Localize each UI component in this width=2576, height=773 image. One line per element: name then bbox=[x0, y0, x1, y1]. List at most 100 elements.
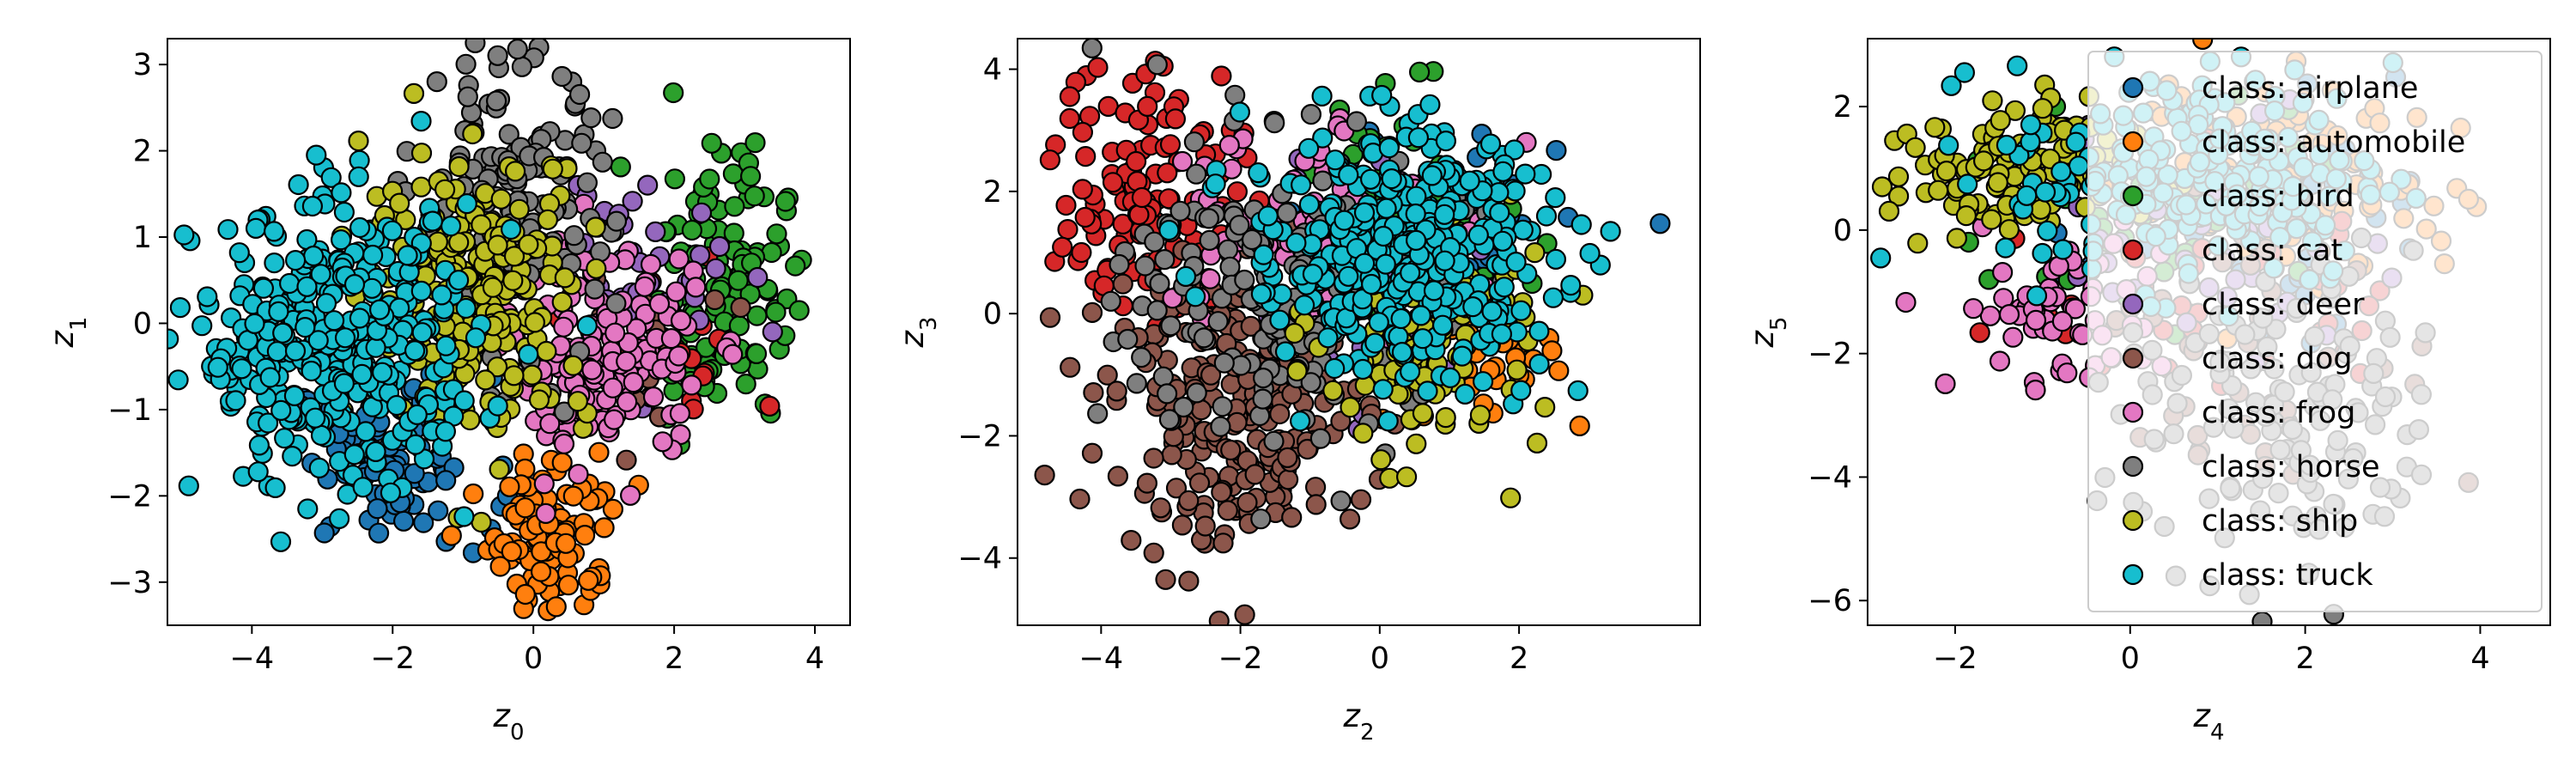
scatter-point bbox=[1074, 206, 1096, 228]
scatter-point bbox=[270, 531, 292, 552]
scatter-point bbox=[507, 39, 528, 60]
scatter-point bbox=[1491, 323, 1513, 344]
scatter-point bbox=[1300, 372, 1321, 393]
scatter-point bbox=[533, 473, 555, 495]
scatter-point bbox=[589, 241, 611, 263]
scatter-point bbox=[231, 358, 252, 380]
scatter-point bbox=[1164, 108, 1187, 130]
scatter-point bbox=[645, 221, 666, 242]
scatter-point bbox=[576, 172, 598, 193]
scatter-point bbox=[1391, 342, 1413, 363]
scatter-point bbox=[1467, 224, 1489, 246]
scatter-point bbox=[1194, 515, 1216, 537]
x-tick-label: −2 bbox=[1933, 642, 1978, 676]
scatter-point bbox=[660, 328, 683, 350]
scatter-point bbox=[1253, 244, 1274, 265]
scatter-point bbox=[348, 131, 369, 152]
y-tick-label: 3 bbox=[133, 48, 152, 82]
scatter-point bbox=[434, 421, 457, 442]
scatter-point bbox=[603, 409, 625, 430]
x-tick-label: 2 bbox=[665, 642, 683, 676]
scatter-point bbox=[699, 168, 720, 190]
scatter-point bbox=[1479, 133, 1502, 155]
scatter-point bbox=[1289, 411, 1311, 432]
scatter-point bbox=[1526, 432, 1548, 454]
scatter-point bbox=[333, 373, 355, 394]
legend-label: class: dog bbox=[2202, 342, 2353, 376]
scatter-point bbox=[1560, 275, 1582, 296]
scatter-point bbox=[602, 498, 624, 520]
scatter-point bbox=[1973, 150, 1995, 172]
panel-1: −4 −2 0 2 4 −3 −2 −1 0 1 2 3 z0 z1 bbox=[44, 38, 851, 746]
scatter-point bbox=[663, 82, 684, 104]
scatter-point bbox=[1188, 472, 1211, 494]
scatter-point bbox=[1379, 467, 1400, 489]
scatter-point bbox=[381, 220, 403, 241]
scatter-point bbox=[535, 502, 556, 525]
scatter-point bbox=[1505, 252, 1527, 273]
scatter-point bbox=[1309, 428, 1332, 449]
scatter-point bbox=[1071, 241, 1092, 264]
scatter-point bbox=[270, 399, 292, 421]
scatter-point bbox=[1229, 215, 1250, 236]
scatter-point bbox=[1285, 232, 1307, 253]
scatter-point bbox=[258, 412, 279, 434]
scatter-point bbox=[244, 313, 265, 334]
scatter-point bbox=[2002, 326, 2024, 348]
scatter-point bbox=[1895, 291, 1917, 313]
scatter-point bbox=[1946, 228, 1967, 249]
scatter-point bbox=[266, 341, 288, 362]
scatter-point bbox=[665, 281, 687, 302]
scatter-point bbox=[1439, 367, 1461, 388]
scatter-point bbox=[372, 362, 393, 383]
scatter-point bbox=[1545, 248, 1567, 270]
scatter-point bbox=[1405, 203, 1426, 225]
scatter-point bbox=[1376, 198, 1397, 219]
scatter-point bbox=[1421, 165, 1443, 186]
scatter-point bbox=[284, 340, 307, 362]
scatter-point bbox=[1249, 405, 1271, 427]
scatter-point bbox=[1953, 62, 1975, 83]
points-layer bbox=[167, 39, 812, 622]
legend-marker bbox=[2122, 347, 2144, 369]
scatter-point bbox=[1472, 371, 1494, 393]
scatter-point bbox=[1205, 173, 1226, 195]
scatter-point bbox=[670, 310, 692, 332]
scatter-point bbox=[1131, 347, 1152, 368]
scatter-point bbox=[368, 522, 390, 544]
scatter-point bbox=[1125, 150, 1147, 173]
axes-frame bbox=[1017, 38, 1701, 626]
scatter-point bbox=[2025, 380, 2046, 401]
scatter-point bbox=[245, 217, 267, 239]
scatter-point bbox=[1060, 356, 1081, 378]
scatter-point bbox=[668, 248, 690, 270]
scatter-point bbox=[563, 225, 585, 247]
scatter-point bbox=[1941, 75, 1962, 96]
scatter-point bbox=[605, 293, 627, 314]
scatter-point bbox=[1352, 358, 1374, 380]
scatter-point bbox=[1250, 508, 1272, 530]
scatter-point bbox=[315, 293, 337, 314]
x-tick-label: 0 bbox=[2121, 642, 2140, 676]
scatter-point bbox=[264, 221, 285, 242]
scatter-point bbox=[348, 166, 369, 187]
panel-2: −4 −2 0 2 −4 −2 0 2 4 z2 z3 bbox=[894, 38, 1701, 746]
x-tick-label: 2 bbox=[1510, 642, 1528, 676]
scatter-point bbox=[1083, 382, 1104, 404]
scatter-point bbox=[1353, 202, 1376, 223]
scatter-point bbox=[1324, 149, 1346, 171]
scatter-point bbox=[761, 241, 782, 264]
scatter-point bbox=[1178, 570, 1200, 592]
y-tick-label: −1 bbox=[107, 393, 152, 428]
scatter-point bbox=[2051, 311, 2073, 332]
axes-frame bbox=[1867, 38, 2551, 626]
scatter-point bbox=[1462, 296, 1484, 318]
scatter-point bbox=[759, 395, 781, 417]
scatter-point bbox=[1371, 84, 1393, 107]
scatter-point bbox=[282, 445, 303, 467]
scatter-point bbox=[351, 363, 373, 385]
scatter-point bbox=[1338, 164, 1359, 186]
scatter-point bbox=[704, 289, 726, 311]
scatter-point bbox=[581, 359, 603, 380]
scatter-point bbox=[1276, 202, 1297, 223]
